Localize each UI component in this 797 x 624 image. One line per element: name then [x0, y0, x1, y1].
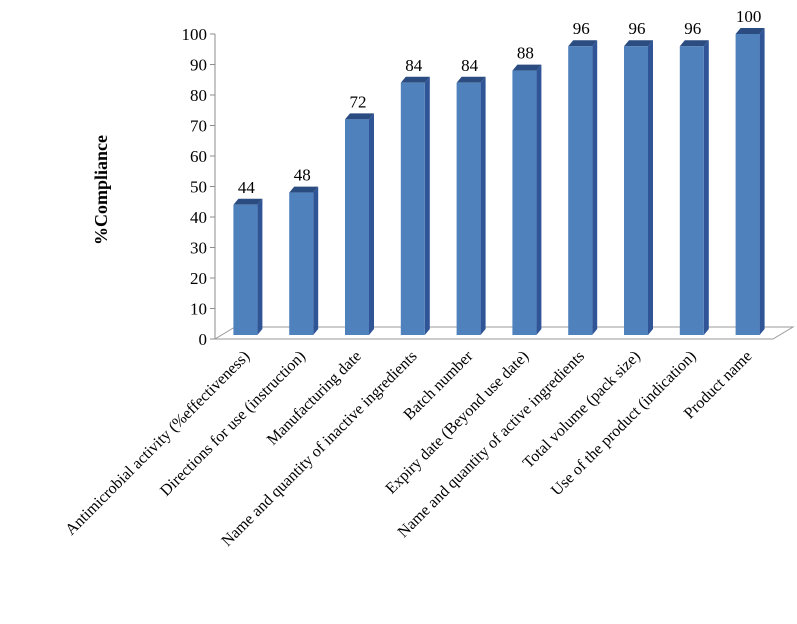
- bar-side: [313, 186, 319, 335]
- bars: [233, 28, 765, 336]
- bar-side: [759, 28, 765, 335]
- bar: [456, 76, 486, 336]
- data-label: 100: [736, 7, 762, 26]
- bar-front: [345, 119, 369, 336]
- data-label: 96: [684, 19, 701, 38]
- bar-top: [345, 113, 374, 120]
- data-label: 96: [629, 19, 646, 38]
- y-tick-label: 80: [190, 86, 207, 105]
- data-labels: 44 48 72 84 84 88 96 96 96 100: [238, 7, 761, 197]
- data-label: 88: [517, 44, 534, 63]
- y-tick-label: 60: [190, 147, 207, 166]
- x-axis-labels: Antimicrobial activity (%effectiveness)D…: [62, 347, 755, 550]
- y-tick-label: 100: [182, 25, 208, 44]
- bar-side: [480, 76, 486, 336]
- y-tick-label: 70: [190, 117, 207, 136]
- bar: [289, 186, 319, 335]
- bar-front: [512, 70, 537, 335]
- bar-top: [568, 40, 598, 47]
- bar: [735, 28, 765, 335]
- bar-side: [369, 113, 374, 336]
- bar: [568, 40, 598, 335]
- bar-side: [592, 40, 598, 335]
- y-tick-label: 50: [190, 178, 207, 197]
- bar: [233, 198, 263, 335]
- y-tick-label: 40: [190, 208, 207, 227]
- bar: [512, 64, 542, 335]
- bar-front: [400, 82, 425, 335]
- y-tick-label: 90: [190, 56, 207, 75]
- bar-front: [456, 82, 481, 335]
- bar-front: [289, 192, 314, 335]
- bar-top: [456, 76, 486, 83]
- x-tick-label: Name and quantity of inactive ingredient…: [219, 348, 421, 550]
- bar-side: [257, 198, 263, 335]
- bar-top: [735, 28, 765, 34]
- y-tick-label: 30: [190, 239, 207, 258]
- data-label: 84: [405, 56, 423, 75]
- x-tick-label: Manufacturing date: [264, 348, 365, 449]
- bar: [624, 40, 653, 335]
- data-label: 72: [350, 92, 367, 111]
- bar: [679, 40, 709, 335]
- bar-front: [679, 46, 704, 335]
- bar-top: [289, 186, 319, 193]
- bar-side: [648, 40, 653, 335]
- bar-side: [536, 64, 542, 335]
- data-label: 84: [461, 56, 479, 75]
- data-label: 48: [294, 166, 311, 185]
- y-tick-label: 0: [199, 330, 208, 349]
- bar-top: [624, 40, 653, 47]
- y-tick-label: 20: [190, 269, 207, 288]
- bar-top: [679, 40, 709, 47]
- bar-top: [512, 64, 542, 71]
- bar-front: [233, 204, 258, 335]
- bar-top: [400, 76, 430, 83]
- y-tick-label: 10: [190, 300, 207, 319]
- y-axis-title: %Compliance: [91, 135, 111, 245]
- bar: [345, 113, 374, 336]
- bar-front: [568, 46, 593, 335]
- bar-top: [233, 198, 263, 205]
- data-label: 44: [238, 178, 256, 197]
- bar-front: [735, 34, 760, 335]
- bar-side: [703, 40, 709, 335]
- bar: [400, 76, 430, 336]
- y-axis-ticks: 0 10 20 30 40 50 60 70 80 90 100: [182, 25, 215, 349]
- bar-front: [624, 46, 648, 335]
- bar-side: [424, 76, 430, 336]
- data-label: 96: [573, 19, 590, 38]
